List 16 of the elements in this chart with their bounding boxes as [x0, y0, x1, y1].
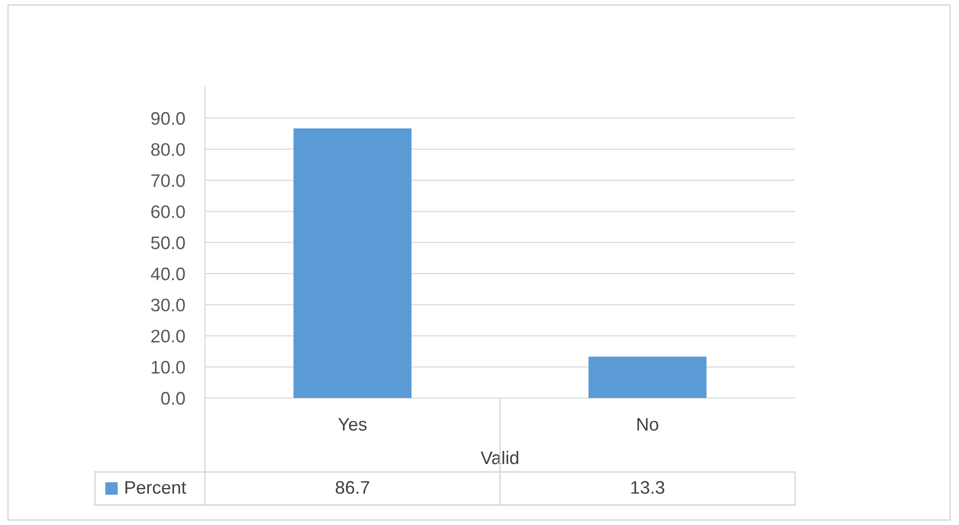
x-tick-label: No [637, 418, 658, 431]
legend-label: Percent [125, 481, 186, 494]
y-tick-label: 70.0 [151, 174, 185, 188]
y-tick-label: 90.0 [151, 112, 185, 125]
y-tick-label: 20.0 [151, 330, 185, 343]
x-axis-title: Valid [480, 450, 518, 464]
y-tick-label: 30.0 [151, 298, 185, 312]
x-tick-label: Yes [338, 418, 367, 431]
y-tick-label: 40.0 [150, 268, 185, 280]
y-tick-label: 60.0 [151, 205, 185, 218]
y-tick-label: 50.0 [151, 236, 185, 250]
y-tick-label: 10.0 [152, 360, 185, 374]
data-label: 13.3 [631, 481, 664, 494]
y-tick-label: 0.0 [161, 392, 185, 405]
data-label: 86.7 [336, 481, 370, 494]
y-tick-label: 80.0 [151, 143, 185, 156]
